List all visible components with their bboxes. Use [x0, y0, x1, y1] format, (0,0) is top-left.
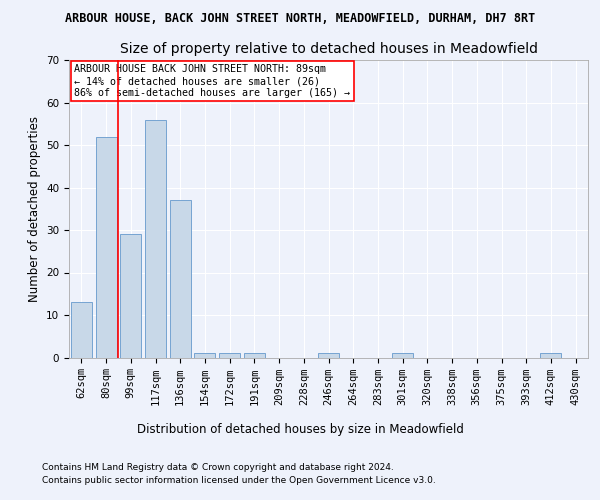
- Bar: [120, 234, 141, 358]
- Bar: [170, 200, 191, 358]
- Bar: [392, 353, 413, 358]
- Bar: [541, 353, 562, 358]
- Bar: [318, 353, 339, 358]
- Bar: [219, 353, 240, 358]
- Text: Contains HM Land Registry data © Crown copyright and database right 2024.: Contains HM Land Registry data © Crown c…: [42, 462, 394, 471]
- Text: Distribution of detached houses by size in Meadowfield: Distribution of detached houses by size …: [137, 422, 463, 436]
- Title: Size of property relative to detached houses in Meadowfield: Size of property relative to detached ho…: [119, 42, 538, 56]
- Text: Contains public sector information licensed under the Open Government Licence v3: Contains public sector information licen…: [42, 476, 436, 485]
- Text: ARBOUR HOUSE, BACK JOHN STREET NORTH, MEADOWFIELD, DURHAM, DH7 8RT: ARBOUR HOUSE, BACK JOHN STREET NORTH, ME…: [65, 12, 535, 26]
- Bar: [244, 353, 265, 358]
- Bar: [145, 120, 166, 358]
- Bar: [194, 353, 215, 358]
- Bar: [95, 136, 116, 358]
- Text: ARBOUR HOUSE BACK JOHN STREET NORTH: 89sqm
← 14% of detached houses are smaller : ARBOUR HOUSE BACK JOHN STREET NORTH: 89s…: [74, 64, 350, 98]
- Y-axis label: Number of detached properties: Number of detached properties: [28, 116, 41, 302]
- Bar: [71, 302, 92, 358]
